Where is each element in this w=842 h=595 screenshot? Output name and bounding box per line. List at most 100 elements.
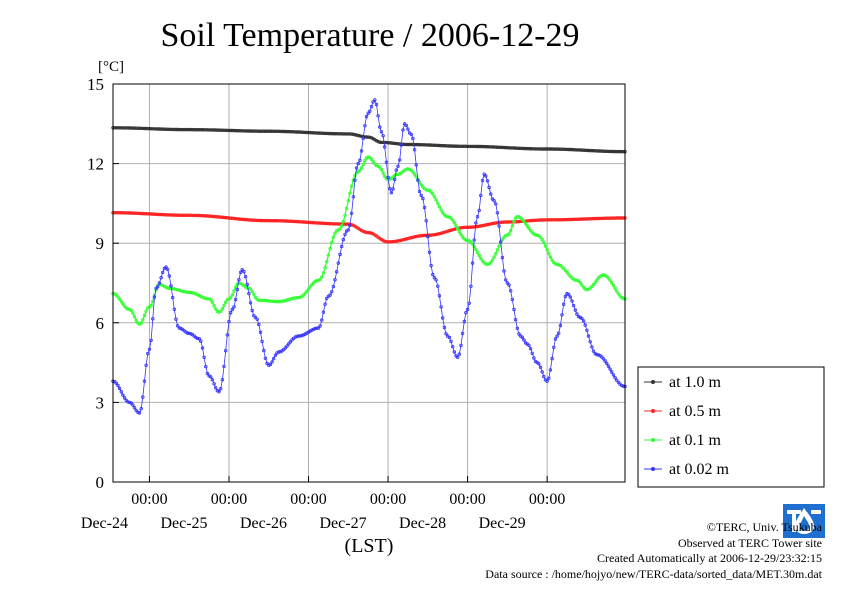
data-point [205,128,210,132]
data-point [242,217,246,222]
data-point [333,222,337,226]
data-point [523,146,528,151]
data-point [213,128,218,132]
data-point [237,128,241,133]
data-point [553,147,558,151]
data-point [323,302,327,306]
data-point [335,270,339,274]
data-point [363,230,367,234]
data-point [242,269,246,274]
data-point [160,127,165,131]
data-point [262,218,266,223]
data-point [422,143,427,147]
plot-frame [112,83,626,483]
data-point [414,142,418,147]
data-point [237,278,241,282]
data-point [310,283,314,287]
data-point [394,239,398,243]
data-point [129,308,133,313]
data-point [437,294,442,298]
data-point [600,355,604,359]
data-point [184,127,188,132]
data-point [187,213,191,217]
data-point [270,360,274,364]
data-point [353,178,357,182]
data-point [313,326,317,331]
data-point [591,216,596,221]
data-point [540,370,544,374]
data-point [419,183,423,187]
data-point [487,222,491,226]
data-point [238,217,243,221]
data-point [470,144,475,149]
data-point [351,195,355,199]
data-point [409,132,413,137]
data-point [114,293,118,297]
data-point [562,302,566,306]
data-point [223,349,228,353]
data-point [558,147,563,151]
data-point [175,324,180,328]
data-point [474,144,478,149]
data-point [455,144,460,148]
data-point [419,193,423,198]
data-point [489,145,493,149]
observed-text: Observed at TERC Tower site [677,535,822,550]
data-point [610,149,614,154]
data-point [363,124,367,128]
data-point [505,220,510,224]
data-point [278,129,283,134]
data-point [416,234,420,238]
data-point [532,356,536,360]
data-point [409,142,413,147]
data-point [218,128,223,132]
data-point [223,215,228,220]
data-point [586,217,591,221]
data-point [359,228,364,233]
data-point [615,289,619,293]
data-point [121,302,125,306]
data-point [197,127,201,132]
data-point [464,144,468,148]
data-point [257,298,261,302]
data-point [590,345,594,349]
data-point [401,238,405,242]
data-point [154,127,158,131]
data-point [179,127,183,132]
data-point [585,148,589,153]
data-point [164,213,168,217]
data-point [484,174,488,178]
data-point [227,319,231,324]
data-point [268,218,273,223]
data-point [426,188,430,192]
data-point [204,296,208,301]
data-point [250,308,254,313]
data-point [295,130,299,134]
data-point [192,127,196,132]
x-tick-date-label: Dec-27 [320,515,367,532]
data-point [394,172,398,177]
data-point [439,231,443,235]
data-point [205,297,210,301]
data-point [550,147,554,151]
data-point [278,299,283,304]
data-point [426,234,430,239]
data-point [316,131,321,135]
data-point [248,301,253,305]
data-point [325,260,329,264]
data-point [376,164,380,168]
data-point [149,338,153,343]
data-point [575,217,579,221]
legend-item: at 0.5 m [644,403,722,420]
created-text: Created Automatically at 2006-12-29/23:3… [597,551,822,565]
data-point [152,295,157,299]
data-point [210,214,215,219]
data-point [578,281,582,285]
data-point [502,269,506,273]
data-point [217,390,221,394]
data-point [429,263,433,268]
data-point [275,299,279,304]
data-point [263,298,268,303]
data-point [611,216,616,220]
data-point [285,344,289,348]
